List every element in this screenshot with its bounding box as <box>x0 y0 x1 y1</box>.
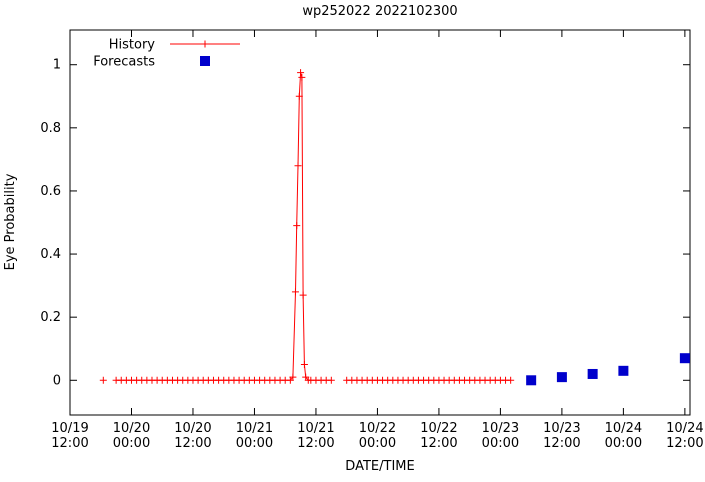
x-tick-label-time: 12:00 <box>543 436 580 451</box>
history-line <box>116 72 332 381</box>
y-tick-label: 0 <box>53 373 61 388</box>
x-tick-label-time: 00:00 <box>359 436 396 451</box>
y-tick-label: 0.2 <box>40 310 61 325</box>
x-tick-label-date: 10/23 <box>543 421 580 436</box>
x-tick-label-time: 00:00 <box>605 436 642 451</box>
history-point <box>291 288 299 296</box>
x-tick-label-time: 12:00 <box>420 436 457 451</box>
y-tick-label: 0.4 <box>40 247 61 262</box>
x-tick-label-time: 00:00 <box>482 436 519 451</box>
x-tick-label-date: 10/21 <box>236 421 273 436</box>
x-tick-label-date: 10/24 <box>605 421 642 436</box>
x-tick-label-time: 00:00 <box>113 436 150 451</box>
x-tick-label-date: 10/23 <box>482 421 519 436</box>
x-tick-label-date: 10/19 <box>51 421 88 436</box>
history-point <box>300 361 308 369</box>
legend-label-history: History <box>109 38 156 53</box>
forecast-point <box>587 368 598 379</box>
history-point <box>293 222 301 230</box>
forecast-point <box>679 353 690 364</box>
x-tick-label-time: 12:00 <box>51 436 88 451</box>
x-tick-label-time: 00:00 <box>236 436 273 451</box>
history-point <box>99 376 107 384</box>
x-tick-label-date: 10/22 <box>359 421 396 436</box>
history-point <box>297 69 305 77</box>
history-point <box>295 92 303 100</box>
history-point <box>289 373 297 381</box>
legend-label-forecasts: Forecasts <box>93 55 155 70</box>
history-point <box>298 73 306 81</box>
chart-title: wp252022 2022102300 <box>302 4 457 19</box>
history-point <box>327 376 335 384</box>
forecast-point <box>526 375 537 386</box>
x-tick-label-date: 10/20 <box>174 421 211 436</box>
history-point <box>294 162 302 170</box>
y-tick-label: 0.8 <box>40 121 61 136</box>
x-tick-label-time: 12:00 <box>174 436 211 451</box>
x-tick-label-date: 10/22 <box>420 421 457 436</box>
legend-sample-square <box>200 56 210 66</box>
x-tick-label-date: 10/20 <box>113 421 150 436</box>
x-tick-label-time: 12:00 <box>297 436 334 451</box>
x-tick-label-date: 10/21 <box>297 421 334 436</box>
history-point <box>299 291 307 299</box>
history-point <box>507 376 515 384</box>
x-tick-label-date: 10/24 <box>666 421 703 436</box>
plot-border <box>69 29 691 416</box>
legend-sample-plus <box>201 40 209 48</box>
y-tick-label: 1 <box>53 58 61 73</box>
y-axis-label: Eye Probability <box>3 173 18 270</box>
forecast-point <box>556 372 567 383</box>
x-axis-label: DATE/TIME <box>345 459 414 474</box>
y-tick-label: 0.6 <box>40 184 61 199</box>
x-tick-label-time: 12:00 <box>666 436 703 451</box>
forecast-point <box>618 365 629 376</box>
plot-generated: 10/1912:0010/2000:0010/2012:0010/2100:00… <box>40 29 704 451</box>
